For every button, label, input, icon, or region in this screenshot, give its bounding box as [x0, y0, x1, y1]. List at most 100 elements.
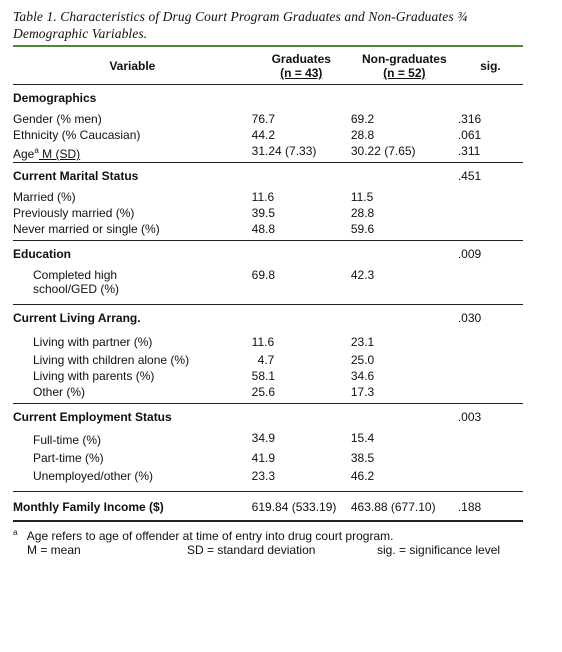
graduates-value: 23.3	[251, 469, 276, 483]
table-row: Ethnicity (% Caucasian) 44.2 28.8 .061	[13, 127, 523, 143]
graduates-value: 31.24 (7.33)	[251, 144, 317, 158]
section-marital-status: Current Marital Status .451	[13, 163, 523, 189]
header-graduates: Graduates (n = 43)	[252, 47, 351, 85]
footnote-sig: sig. = significance level	[377, 542, 501, 557]
nongraduates-value: 15.4	[350, 431, 375, 445]
table-row: Never married or single (%) 48.8 59.6	[13, 221, 523, 241]
row-label: Full-time (%)	[33, 433, 101, 447]
nongraduates-value: 28.8	[350, 206, 375, 220]
header-sig: sig.	[480, 59, 501, 73]
footnote-marker: a	[13, 527, 18, 537]
table-row: Agea M (SD) 31.24 (7.33) 30.22 (7.65) .3…	[13, 143, 523, 163]
row-label: Married (%)	[13, 190, 76, 204]
age-label: Age	[13, 147, 35, 161]
header-nongraduates-label: Non-graduates	[361, 52, 447, 66]
graduates-value: 44.2	[251, 128, 276, 142]
nongraduates-value: 69.2	[350, 112, 375, 126]
nongraduates-value: 23.1	[350, 335, 375, 349]
graduates-value: 76.7	[251, 112, 276, 126]
section-title: Current Marital Status	[13, 169, 139, 183]
table-footnote: a Age refers to age of offender at time …	[13, 526, 523, 557]
table-row: Other (%) 25.6 17.3	[13, 384, 523, 404]
sig-value: .030	[457, 311, 482, 325]
graduates-value: 4.7	[257, 353, 275, 367]
row-label: Part-time (%)	[33, 451, 104, 465]
nongraduates-value: 38.5	[350, 451, 375, 465]
age-stat-label: M (SD)	[38, 147, 81, 161]
graduates-value: 11.6	[251, 190, 275, 204]
sig-value: .311	[457, 144, 481, 158]
header-graduates-label: Graduates	[271, 52, 331, 66]
row-label: Monthly Family Income ($)	[13, 500, 164, 514]
sig-value: .316	[457, 112, 482, 126]
row-label: Living with parents (%)	[33, 369, 155, 383]
nongraduates-value: 28.8	[350, 128, 375, 142]
footnote-mean: M = mean	[27, 542, 81, 557]
section-living-arrangement: Current Living Arrang. .030	[13, 305, 523, 331]
footnote-sd: SD = standard deviation	[187, 542, 316, 557]
graduates-value: 41.9	[251, 451, 276, 465]
table-row: Completed high school/GED (%) 69.8 42.3	[13, 267, 523, 305]
header-nongraduates-n: (n = 52)	[383, 66, 426, 80]
section-demographics: Demographics	[13, 85, 523, 111]
row-label: Ethnicity (% Caucasian)	[13, 128, 141, 142]
table-row: Living with children alone (%) 4.7 25.0	[13, 352, 523, 368]
top-rule	[13, 45, 523, 47]
nongraduates-value: 59.6	[350, 222, 375, 236]
footnote-line-1: a Age refers to age of offender at time …	[13, 526, 523, 543]
row-label: Previously married (%)	[13, 206, 135, 220]
bottom-rule	[13, 520, 523, 522]
graduates-value: 48.8	[251, 222, 276, 236]
table-row: Gender (% men) 76.7 69.2 .316	[13, 111, 523, 127]
graduates-value: 25.6	[251, 385, 276, 399]
income-row: Monthly Family Income ($) 619.84 (533.19…	[13, 492, 523, 520]
table-row: Married (%) 11.6 11.5	[13, 189, 523, 205]
graduates-value: 39.5	[251, 206, 276, 220]
section-title: Current Employment Status	[13, 410, 172, 424]
footnote-marker: a	[34, 146, 39, 155]
header-row: Variable Graduates (n = 43) Non-graduate…	[13, 47, 523, 85]
row-label: Agea M (SD)	[13, 143, 252, 163]
header-variable: Variable	[109, 59, 156, 73]
row-label: Living with partner (%)	[33, 335, 153, 349]
section-title: Education	[13, 247, 72, 261]
header-graduates-n: (n = 43)	[280, 66, 323, 80]
sig-value: .003	[457, 410, 482, 424]
section-title: Current Living Arrang.	[13, 311, 141, 325]
table-caption: Table 1. Characteristics of Drug Court P…	[13, 9, 468, 41]
table-row: Unemployed/other (%) 23.3 46.2	[13, 468, 523, 492]
sig-value: .061	[457, 128, 482, 142]
graduates-value: 69.8	[251, 268, 276, 282]
nongraduates-value: 42.3	[350, 268, 375, 282]
section-education: Education .009	[13, 241, 523, 267]
footnote-age-text: Age refers to age of offender at time of…	[26, 528, 394, 543]
nongraduates-value: 17.3	[350, 385, 375, 399]
section-employment-status: Current Employment Status .003	[13, 404, 523, 430]
row-label: Never married or single (%)	[13, 222, 160, 236]
nongraduates-value: 463.88 (677.10)	[350, 500, 436, 514]
nongraduates-value: 46.2	[350, 469, 375, 483]
footnote-line-2: M = mean SD = standard deviation sig. = …	[13, 543, 523, 557]
row-label: Gender (% men)	[13, 112, 102, 126]
table-row: Previously married (%) 39.5 28.8	[13, 205, 523, 221]
sig-value: .451	[457, 169, 482, 183]
section-title: Demographics	[13, 91, 97, 105]
nongraduates-value: 25.0	[350, 353, 375, 367]
table-document: Table 1. Characteristics of Drug Court P…	[13, 8, 523, 557]
table-row: Full-time (%) 34.9 15.4	[13, 430, 523, 450]
table-row: Living with partner (%) 11.6 23.1	[13, 331, 523, 352]
sig-value: .009	[457, 247, 482, 261]
row-label: Completed high school/GED (%)	[33, 268, 120, 296]
graduates-value: 619.84 (533.19)	[251, 500, 337, 514]
nongraduates-value: 30.22 (7.65)	[350, 144, 416, 158]
row-label: Other (%)	[33, 385, 86, 399]
row-label: Unemployed/other (%)	[33, 469, 154, 483]
graduates-value: 34.9	[251, 431, 276, 445]
nongraduates-value: 11.5	[350, 190, 374, 204]
table-row: Living with parents (%) 58.1 34.6	[13, 368, 523, 384]
table-row: Part-time (%) 41.9 38.5	[13, 450, 523, 468]
characteristics-table: Variable Graduates (n = 43) Non-graduate…	[13, 47, 523, 520]
header-nongraduates: Non-graduates (n = 52)	[351, 47, 458, 85]
graduates-value: 58.1	[251, 369, 276, 383]
row-label: Living with children alone (%)	[33, 353, 190, 367]
